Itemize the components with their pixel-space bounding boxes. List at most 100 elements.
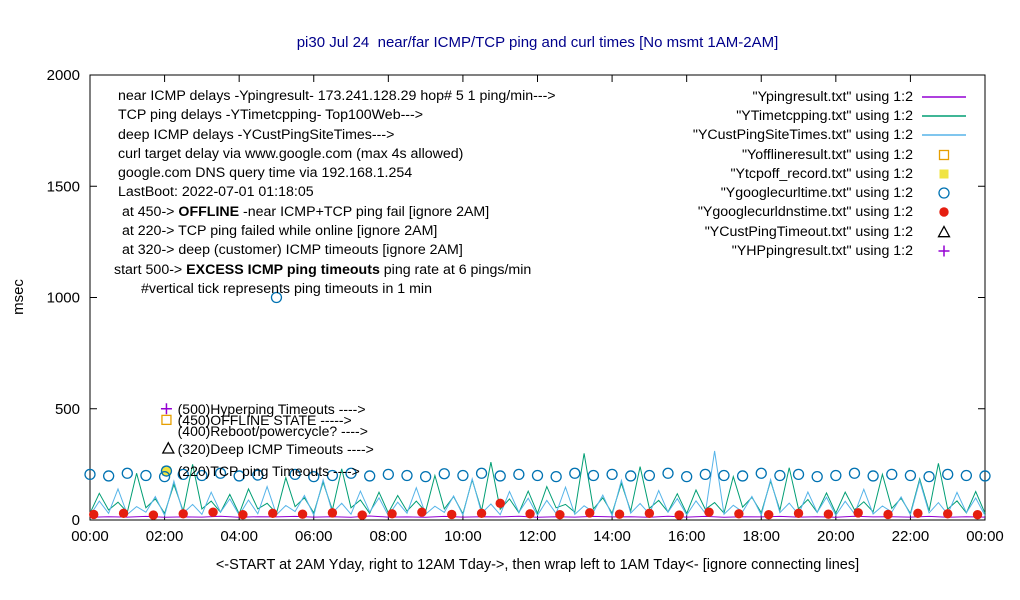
point-Ygooglecurltime [755,467,767,479]
y-tick-label: 2000 [47,67,80,84]
point-Ygooglecurltime [681,470,693,483]
point-Ygooglecurltime [774,469,786,482]
marker-annotation: (400)Reboot/powercycle? ----> [178,423,368,439]
point-Ygooglecurldnstime [208,507,218,517]
x-tick-label: 04:00 [220,528,258,545]
chart-title: pi30 Jul 24 near/far ICMP/TCP ping and c… [296,34,779,51]
info-text: TCP ping delays -YTimetcpping- Top100Web… [118,107,424,124]
info-line: near ICMP delays -Ypingresult- 173.241.1… [113,87,556,106]
x-axis-label: <-START at 2AM Yday, right to 12AM Tday-… [215,557,860,573]
x-tick-label: 08:00 [370,528,408,545]
x-tick-label: 06:00 [295,528,333,545]
legend-label: "YCustPingSiteTimes.txt" using 1:2 [692,127,913,144]
point-Ygooglecurldnstime [268,508,278,519]
legend-label: "Ytcpoff_record.txt" using 1:2 [730,165,913,182]
info-text: curl target delay via www.google.com (ma… [118,145,464,162]
point-Ygooglecurltime [792,468,805,481]
x-tick-label: 10:00 [444,528,482,545]
point-Ygooglecurldnstime [585,508,595,518]
x-tick-label: 02:00 [146,528,184,545]
point-Ygooglecurldnstime [238,509,248,520]
point-Ygooglecurltime [587,469,600,482]
point-Ygooglecurltime [214,467,227,479]
point-Ygooglecurltime [494,470,506,482]
point-Ygooglecurltime [158,470,171,483]
point-Ygooglecurltime [457,469,469,482]
legend-glyph-line [922,134,966,136]
x-tick-label: 20:00 [817,528,855,545]
legend-row: "YCustPingTimeout.txt" using 1:2 [705,222,968,241]
point-Ygooglecurltime [308,470,320,483]
point-Ygooglecurltime [270,291,283,304]
info-text: at 220-> TCP ping failed while online [i… [122,223,438,240]
marker-annotation: (220)TCP ping Timeouts ----> [178,463,360,479]
legend-label: "Ygooglecurldnstime.txt" using 1:2 [697,204,913,221]
point-Ygooglecurltime [625,470,637,482]
point-Ygooglecurltime [904,469,917,482]
x-tick-label: 14:00 [593,528,631,545]
point-Ygooglecurltime [438,468,450,480]
info-text: at 320-> deep (customer) ICMP timeouts [… [122,242,463,259]
marker-annotation: (500)Hyperping Timeouts ----> [178,401,366,417]
legend-row: "YCustPingSiteTimes.txt" using 1:2 [693,126,968,145]
y-axis-label: msec [10,279,27,315]
legend-row: "Ygooglecurldnstime.txt" using 1:2 [698,203,968,222]
point-Ygooglecurltime [960,469,973,482]
info-text: ping rate at 6 pings/min [379,261,532,278]
point-Ygooglecurltime [196,469,208,482]
point-Ygooglecurltime [345,467,357,479]
legend-glyph-open-square [938,149,950,160]
point-Ygooglecurltime [84,468,96,481]
info-line: google.com DNS query time via 192.168.1.… [113,164,556,183]
info-line: LastBoot: 2022-07-01 01:18:05 [113,183,556,202]
info-text: start 500-> [114,261,187,278]
point-Yofflineresult [161,414,172,426]
info-bold-text: OFFLINE [178,203,240,220]
point-Ygooglecurltime [662,467,674,479]
point-Ygooglecurldnstime [972,509,983,520]
point-Ygooglecurltime [401,469,413,482]
point-Ygooglecurldnstime [476,508,487,519]
point-Ygooglecurldnstime [883,509,893,520]
info-text: -near ICMP+TCP ping fail [ignore 2AM] [239,203,490,220]
point-Ygooglecurltime [289,468,301,481]
point-Ygooglecurltime [102,470,115,482]
point-Ygooglecurltime [121,467,133,479]
y-tick-label: 0 [72,512,80,529]
point-Ygooglecurltime [867,470,879,482]
point-Ygooglecurltime [830,469,842,482]
point-Ygooglecurldnstime [674,510,684,520]
point-Ygooglecurldnstime [734,509,744,519]
point-Ygooglecurldnstime [118,508,129,519]
point-Ytcpoff_record [161,466,171,476]
x-tick-label: 12:00 [519,528,557,545]
point-Ygooglecurldnstime [89,509,99,520]
point-Ygooglecurldnstime [823,509,834,519]
point-Ygooglecurldnstime [764,509,774,520]
point-Ygooglecurldnstime [525,509,535,519]
point-Ygooglecurldnstime [943,509,953,519]
legend-label: "Ygooglecurltime.txt" using 1:2 [720,185,913,202]
point-Ygooglecurltime [531,469,544,482]
info-line: at 320-> deep (customer) ICMP timeouts [… [113,241,556,260]
legend-glyph-plus [938,245,950,257]
point-Ygooglecurltime [569,467,581,479]
point-Ygooglecurldnstime [387,509,397,519]
point-Ygooglecurltime [177,468,189,481]
legend-label: "YCustPingTimeout.txt" using 1:2 [704,223,913,240]
legend-row: "Ypingresult.txt" using 1:2 [753,87,968,106]
info-text: #vertical tick represents ping timeouts … [141,280,432,297]
point-Ygooglecurltime [606,468,618,481]
point-Ygooglecurltime [364,470,376,482]
x-tick-label: 22:00 [892,528,930,545]
info-text: at 450-> [122,203,179,220]
legend-glyph-line [922,95,966,98]
point-Ygooglecurltime [736,470,749,482]
marker-annotation: (450)OFFLINE STATE -----> [178,412,352,428]
point-Ygooglecurltime [699,468,711,481]
point-Ygooglecurldnstime [148,510,159,520]
point-Ygooglecurltime [382,468,394,481]
info-annotations: near ICMP delays -Ypingresult- 173.241.1… [113,87,556,299]
